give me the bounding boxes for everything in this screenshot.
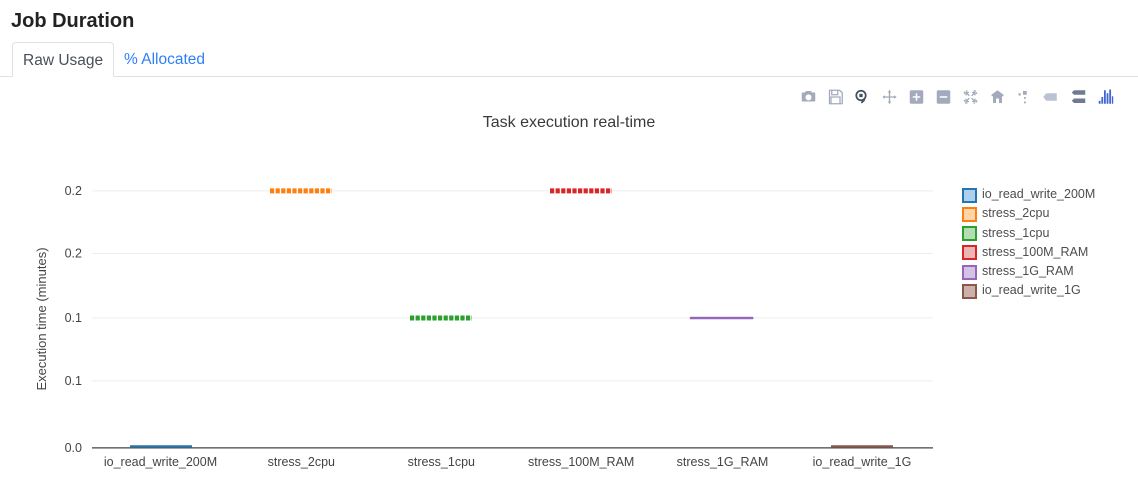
svg-text:stress_1G_RAM: stress_1G_RAM: [677, 455, 769, 469]
svg-text:0.0: 0.0: [65, 441, 82, 455]
svg-text:0.2: 0.2: [65, 247, 82, 261]
svg-text:0.1: 0.1: [65, 374, 82, 388]
svg-text:stress_2cpu: stress_2cpu: [268, 455, 335, 469]
svg-text:stress_100M_RAM: stress_100M_RAM: [528, 455, 634, 469]
svg-text:io_read_write_200M: io_read_write_200M: [104, 455, 217, 469]
svg-text:0.2: 0.2: [65, 184, 82, 198]
svg-text:io_read_write_1G: io_read_write_1G: [813, 455, 912, 469]
svg-text:stress_1cpu: stress_1cpu: [408, 455, 475, 469]
svg-text:Execution time (minutes): Execution time (minutes): [34, 247, 49, 390]
svg-text:0.1: 0.1: [65, 311, 82, 325]
